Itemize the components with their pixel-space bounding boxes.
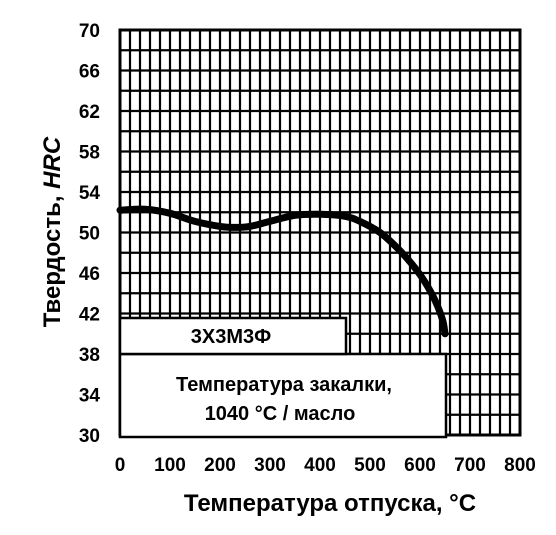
y-axis-label-unit: HRC: [39, 136, 66, 189]
y-tick-label: 38: [79, 345, 100, 366]
series-line: [116, 205, 449, 338]
y-axis-label-main: Твердость,: [39, 189, 66, 327]
x-tick-label: 300: [254, 455, 286, 476]
x-tick-label: 400: [304, 455, 336, 476]
legend-box: 3Х3М3Ф Температура закалки, 1040 °C / ма…: [118, 316, 448, 439]
steel-grade-box: [118, 316, 348, 356]
x-tick-labels: 0 100 200 300 400 500 600 700 800: [115, 455, 536, 476]
steel-grade-label: 3Х3М3Ф: [191, 326, 271, 348]
legend-box-background: [118, 352, 448, 439]
x-tick-label: 600: [404, 455, 436, 476]
y-tick-label: 46: [79, 264, 100, 285]
x-tick-label: 500: [354, 455, 386, 476]
y-tick-label: 42: [79, 305, 100, 326]
x-axis-label: Температура отпуска, °C: [184, 490, 476, 517]
x-tick-label: 700: [454, 455, 486, 476]
x-tick-label: 100: [154, 455, 186, 476]
x-tick-label: 0: [115, 455, 126, 476]
y-tick-label: 54: [79, 183, 101, 204]
y-tick-label: 62: [79, 102, 100, 123]
y-tick-label: 30: [79, 426, 100, 447]
quench-medium-label: 1040 °C / масло: [205, 403, 356, 425]
x-tick-label: 200: [204, 455, 236, 476]
y-tick-label: 50: [79, 224, 100, 245]
quench-temperature-label: Температура закалки,: [176, 374, 392, 396]
y-tick-label: 66: [79, 62, 100, 83]
y-axis-label: Твердость, HRC: [39, 136, 66, 327]
y-tick-labels: 30 34 38 42 46 50 54 58 62 66 70: [79, 21, 101, 447]
y-tick-label: 70: [79, 21, 100, 42]
y-tick-label: 34: [79, 386, 101, 407]
y-tick-label: 58: [79, 143, 100, 164]
x-tick-label: 800: [504, 455, 536, 476]
series-layer: [116, 205, 449, 338]
